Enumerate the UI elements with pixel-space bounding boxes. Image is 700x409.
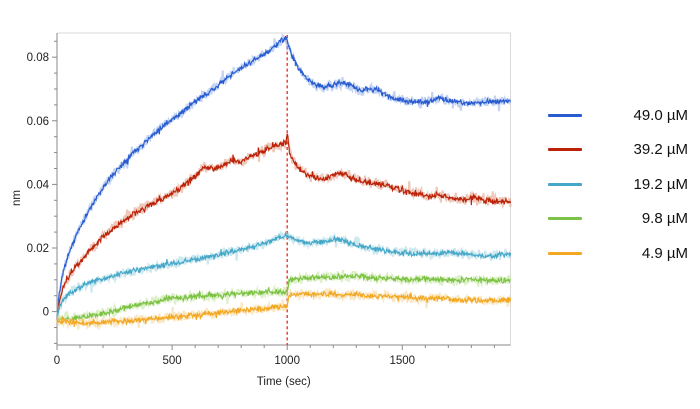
legend-item: 9.8 µM (548, 202, 688, 237)
series-line-3 (56, 272, 511, 323)
x-tick-label: 500 (163, 355, 182, 367)
legend-line-swatch (548, 217, 582, 221)
legend-line-swatch (548, 251, 582, 255)
series-line-1 (56, 133, 512, 321)
legend-label: 19.2 µM (633, 175, 689, 193)
x-axis-title: Time (sec) (257, 376, 311, 388)
x-tick-label: 0 (54, 355, 60, 367)
legend-item: 19.2 µM (548, 167, 688, 202)
series-line-2 (56, 230, 512, 318)
legend: 49.0 µM 39.2 µM 19.2 µM 9.8 µM 4.9 µM (548, 98, 688, 271)
x-tick-label: 1500 (390, 355, 416, 367)
y-tick-label: 0.08 (27, 52, 49, 64)
legend-item: 49.0 µM (548, 98, 688, 133)
y-tick-label: 0.02 (27, 243, 49, 255)
legend-line-swatch (548, 148, 582, 152)
legend-label: 9.8 µM (641, 210, 688, 228)
legend-label: 4.9 µM (641, 244, 688, 262)
legend-label: 49.0 µM (633, 106, 689, 124)
y-tick-label: 0.06 (27, 116, 49, 128)
y-tick-label: 0 (43, 307, 49, 319)
x-tick-label: 1000 (274, 355, 300, 367)
legend-item: 4.9 µM (548, 236, 688, 271)
series-line-0 (56, 35, 512, 318)
y-axis-title: nm (11, 190, 23, 206)
legend-item: 39.2 µM (548, 133, 688, 168)
legend-label: 39.2 µM (633, 141, 689, 159)
series-line-4 (56, 289, 512, 327)
y-tick-label: 0.04 (27, 179, 50, 191)
legend-line-swatch (548, 182, 582, 186)
legend-line-swatch (548, 113, 582, 117)
